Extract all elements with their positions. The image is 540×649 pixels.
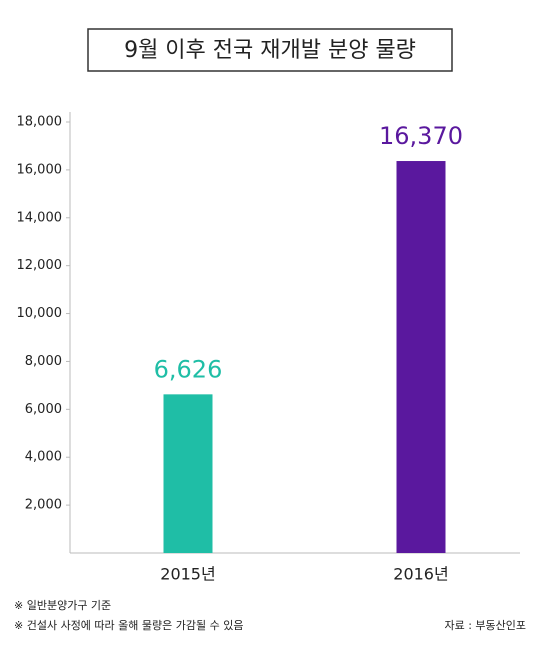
y-tick-label: 10,000: [17, 306, 63, 321]
y-tick-label: 2,000: [25, 498, 62, 513]
value-label: 16,370: [379, 122, 463, 150]
note: ※ 건설사 사정에 따라 올해 물량은 가감될 수 있음: [14, 618, 243, 632]
y-tick-label: 8,000: [25, 354, 62, 369]
value-label: 6,626: [154, 355, 223, 383]
y-tick-label: 16,000: [17, 162, 63, 177]
source: 자료 : 부동산인포: [444, 619, 526, 632]
y-tick-label: 12,000: [17, 258, 63, 273]
y-tick-label: 18,000: [17, 115, 63, 130]
y-tick-label: 4,000: [25, 450, 62, 465]
x-tick-label: 2015년: [160, 565, 215, 584]
bar: [396, 161, 446, 553]
y-tick-label: 14,000: [17, 210, 63, 225]
x-tick-label: 2016년: [393, 565, 448, 584]
y-tick-label: 6,000: [25, 402, 62, 417]
chart-title: 9월 이후 전국 재개발 분양 물량: [124, 38, 416, 63]
bar: [163, 394, 213, 553]
note: ※ 일반분양가구 기준: [14, 598, 111, 612]
title-box: [87, 28, 453, 72]
